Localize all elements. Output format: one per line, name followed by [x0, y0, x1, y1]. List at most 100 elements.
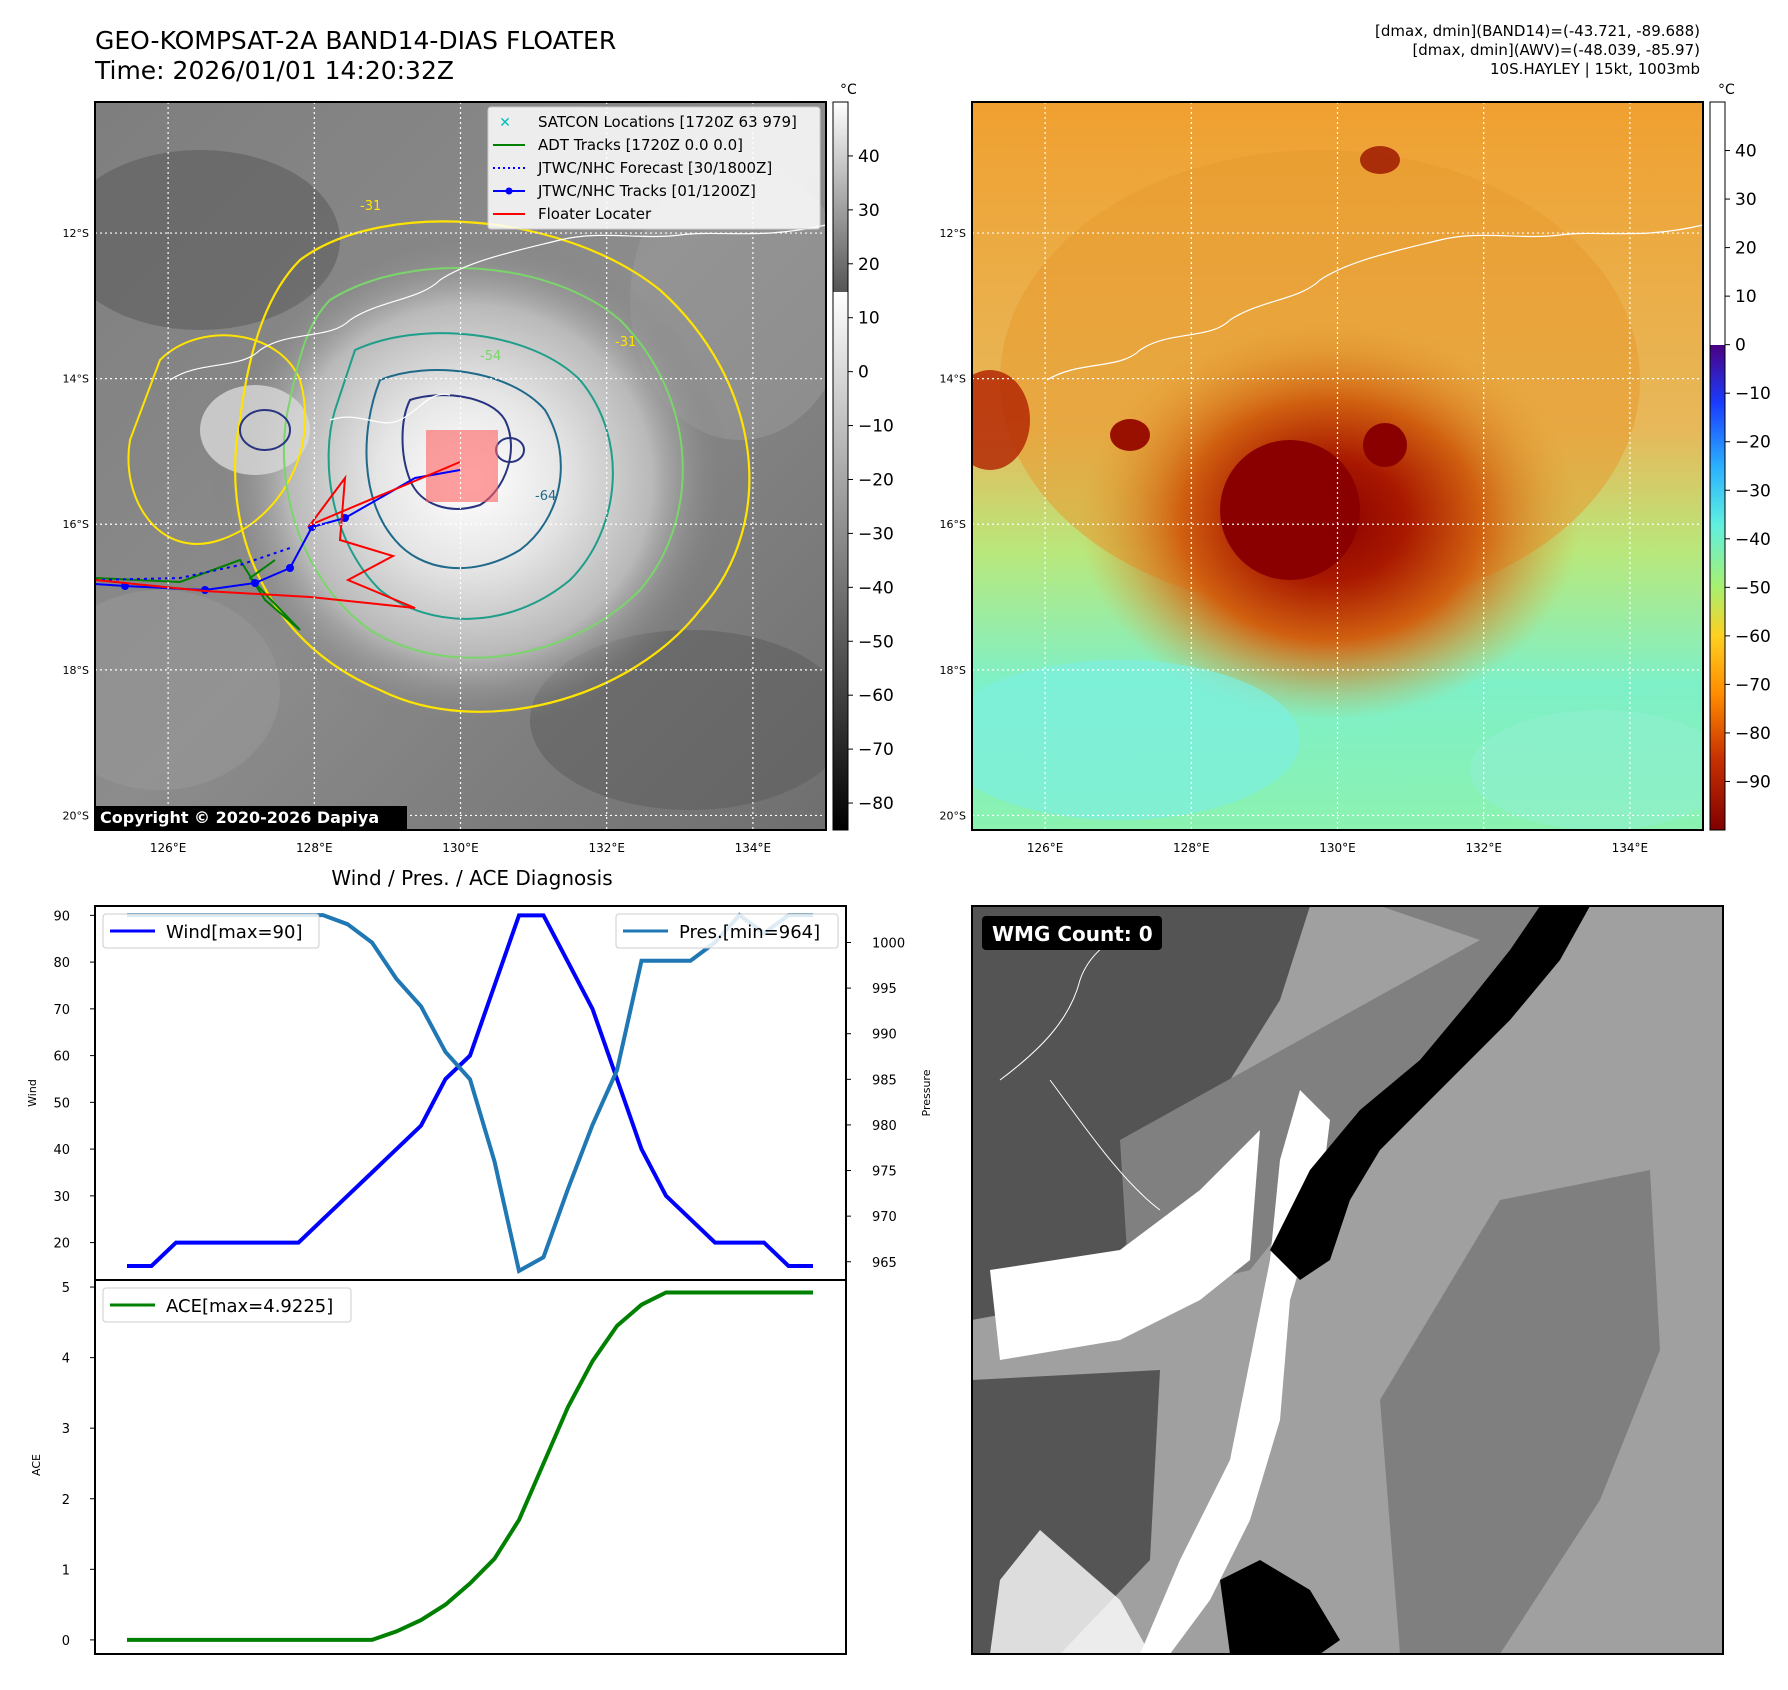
colorbar-unit: °C — [1718, 82, 1735, 98]
diagnostic-info: [dmax, dmin](BAND14)=(-43.721, -89.688) … — [1375, 22, 1700, 79]
lon-tick-label: 132°E — [1465, 841, 1502, 855]
wind-tick-label: 80 — [53, 956, 70, 971]
colorbar-tick-label: 10 — [858, 309, 880, 329]
pressure-legend: Pres.[min=964] — [615, 913, 839, 949]
floater-box — [426, 430, 498, 502]
wind-tick-label: 70 — [53, 1003, 70, 1018]
legend-pressure: Pres.[min=964] — [679, 922, 820, 943]
floater-locater-track — [95, 461, 461, 609]
contour-outer — [233, 220, 751, 713]
ir-legend: ✕ SATCON Locations [1720Z 63 979] ADT Trac… — [487, 106, 821, 230]
colorbar-tick-label: 0 — [1735, 336, 1746, 356]
coastline — [1046, 224, 1703, 381]
ace-tick-label: 3 — [62, 1422, 70, 1437]
contour-label: -31 — [615, 335, 636, 350]
diagnosis-chart: Wind / Pres. / ACE Diagnosis Wind Pressu… — [26, 866, 933, 1655]
lat-tick-label: 12°S — [940, 227, 966, 240]
ir-map-panel: -31 -54 -64 -31 Copyright © 2020-2026 Da… — [63, 101, 827, 855]
lat-tick-label: 12°S — [63, 227, 89, 240]
chart-title: Wind / Pres. / ACE Diagnosis — [331, 866, 612, 890]
lat-tick-label: 18°S — [63, 664, 89, 677]
jtwc-forecast — [95, 547, 291, 581]
lon-tick-label: 126°E — [150, 841, 187, 855]
ace-tick-label: 0 — [62, 1634, 70, 1649]
lon-tick-label: 130°E — [442, 841, 479, 855]
wind-legend: Wind[max=90] — [102, 913, 320, 949]
colorbar-tick-label: −90 — [1735, 772, 1771, 792]
colorbar-tick-label: −70 — [1735, 675, 1771, 695]
contour-label: -54 — [480, 349, 501, 364]
colorbar-unit: °C — [840, 82, 857, 98]
colorbar-tick-label: 40 — [858, 147, 880, 167]
colorbar-tick-label: −30 — [858, 524, 894, 544]
ace-tick-label: 5 — [62, 1281, 70, 1296]
ace-tick-label: 4 — [62, 1352, 70, 1367]
wind-pressure-panel — [94, 905, 847, 1281]
info-line-1: [dmax, dmin](BAND14)=(-43.721, -89.688) — [1375, 22, 1700, 40]
colorbar-tick-label: −40 — [1735, 530, 1771, 550]
colorbar-tick-label: −60 — [858, 686, 894, 706]
awv-map-frame — [971, 101, 1704, 831]
ace-tick-label: 2 — [62, 1493, 70, 1508]
ir-colorbar: °C 40 30 20 10 0 −10 −20 −30 −40 −50 −60 −70 −80 — [832, 82, 894, 831]
pressure-tick-label: 970 — [872, 1210, 897, 1225]
lat-tick-label: 16°S — [940, 518, 966, 531]
contour-label: -64 — [535, 489, 556, 504]
wind-tick-label: 60 — [53, 1050, 70, 1065]
colorbar-tick-label: −80 — [1735, 724, 1771, 744]
figure-title: GEO-KOMPSAT-2A BAND14-DIAS FLOATER Time:… — [95, 26, 616, 86]
colorbar-tick-label: 10 — [1735, 287, 1757, 307]
lon-tick-label: 132°E — [588, 841, 625, 855]
graticule — [972, 102, 1703, 830]
adt-track — [95, 558, 301, 631]
legend-marker-x-icon: ✕ — [499, 115, 511, 131]
colorbar-tick-label: −30 — [1735, 481, 1771, 501]
pressure-tick-label: 975 — [872, 1165, 897, 1180]
wmg-count-label: WMG Count: 0 — [992, 922, 1153, 946]
pressure-tick-label: 980 — [872, 1119, 897, 1134]
wind-tick-label: 20 — [53, 1237, 70, 1252]
wind-tick-label: 30 — [53, 1190, 70, 1205]
contour-label: -31 — [360, 199, 381, 214]
pressure-tick-label: 995 — [872, 982, 897, 997]
colorbar-tick-label: −10 — [858, 417, 894, 437]
colorbar-tick-label: −50 — [858, 632, 894, 652]
wmg-frame — [971, 905, 1724, 1655]
pressure-tick-label: 965 — [872, 1256, 897, 1271]
legend-label: SATCON Locations [1720Z 63 979] — [538, 113, 797, 131]
info-line-3: 10S.HAYLEY | 15kt, 1003mb — [1490, 60, 1700, 78]
lat-tick-label: 14°S — [63, 373, 89, 386]
info-line-2: [dmax, dmin](AWV)=(-48.039, -85.97) — [1412, 41, 1700, 59]
ace-legend: ACE[max=4.9225] — [102, 1287, 352, 1323]
lon-tick-label: 134°E — [1612, 841, 1649, 855]
colorbar-tick-label: −10 — [1735, 384, 1771, 404]
lat-tick-label: 20°S — [63, 809, 89, 822]
lat-tick-label: 20°S — [940, 809, 966, 822]
wind-tick-label: 90 — [53, 909, 70, 924]
pressure-tick-label: 1000 — [872, 936, 905, 951]
wind-tick-label: 40 — [53, 1143, 70, 1158]
ace-series-line — [127, 1290, 813, 1642]
colorbar-tick-label: 0 — [858, 363, 869, 383]
colorbar-tick-label: 30 — [1735, 190, 1757, 210]
colorbar-tick-label: −70 — [858, 740, 894, 760]
ir-map-frame — [94, 101, 827, 831]
lat-tick-label: 16°S — [63, 518, 89, 531]
legend-ace: ACE[max=4.9225] — [166, 1296, 333, 1317]
lat-tick-label: 14°S — [940, 373, 966, 386]
wmg-label-box — [982, 916, 1162, 950]
colorbar-tick-label: −20 — [858, 470, 894, 490]
coastline — [169, 224, 826, 381]
lat-tick-label: 18°S — [940, 664, 966, 677]
wind-series-line — [127, 913, 813, 1268]
colorbar-tick-label: 20 — [858, 255, 880, 275]
ace-tick-label: 1 — [62, 1563, 70, 1578]
ace-panel — [94, 1279, 847, 1655]
lon-tick-label: 126°E — [1027, 841, 1064, 855]
awv-colorbar: °C 40 30 20 10 0 −10 −20 −30 −40 −50 −60 −70 −80 −90 — [1709, 82, 1771, 831]
pressure-tick-label: 990 — [872, 1028, 897, 1043]
colorbar-tick-label: 40 — [1735, 142, 1757, 162]
legend-label: ADT Tracks [1720Z 0.0 0.0] — [538, 136, 743, 154]
copyright-box — [95, 806, 407, 830]
legend-label: JTWC/NHC Tracks [01/1200Z] — [537, 182, 756, 200]
